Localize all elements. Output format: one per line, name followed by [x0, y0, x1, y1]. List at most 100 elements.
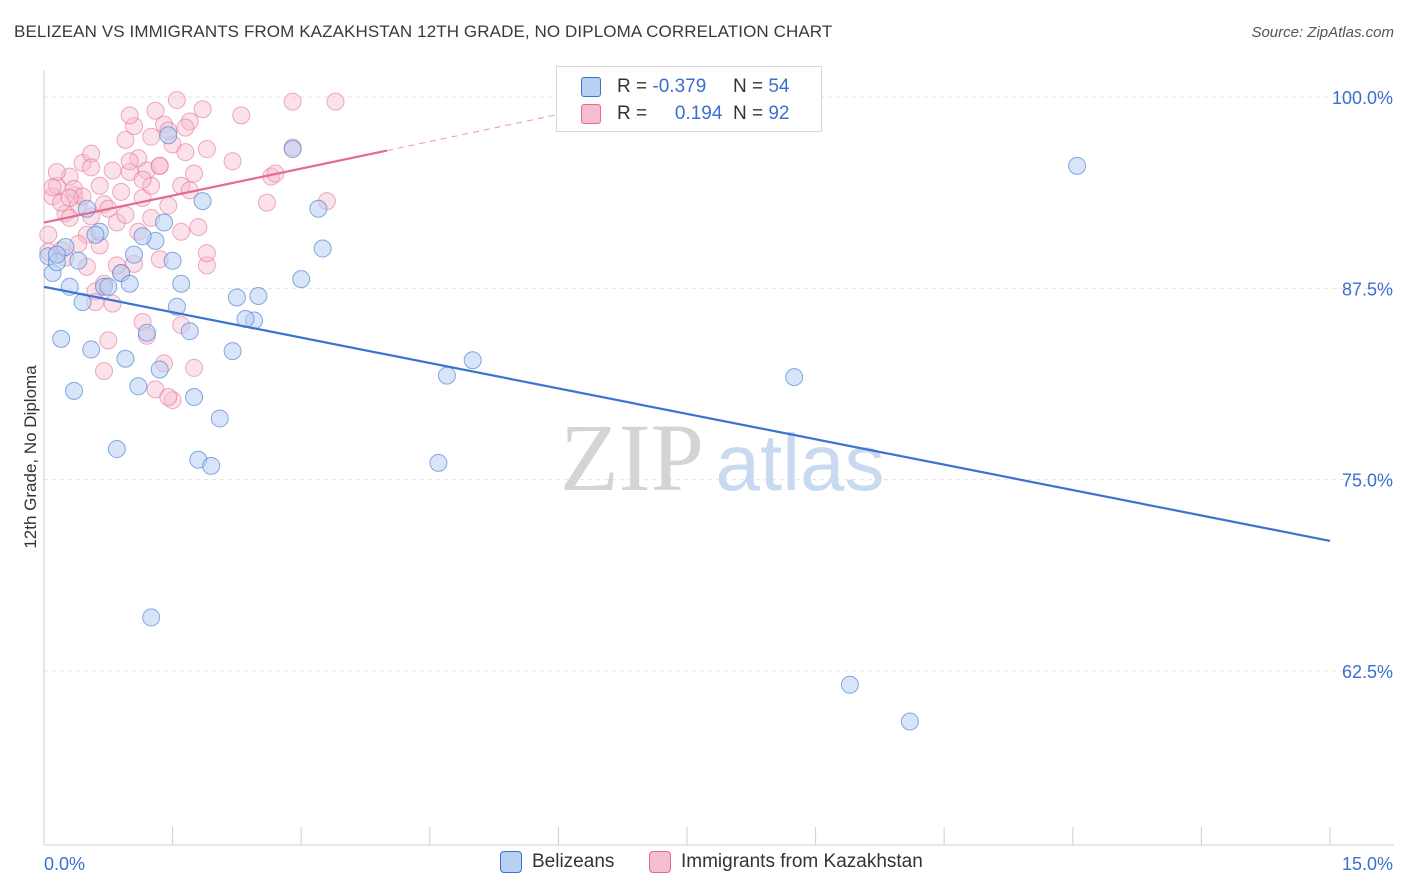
- point-kazakhstan: [99, 331, 118, 350]
- point-belizeans: [116, 349, 135, 368]
- point-kazakhstan: [60, 189, 79, 208]
- point-belizeans: [900, 712, 919, 731]
- legend-item-belizeans: Belizeans: [500, 851, 614, 873]
- point-belizeans: [99, 277, 118, 296]
- legend-swatch-belizeans: [581, 77, 601, 97]
- point-belizeans: [223, 342, 242, 361]
- point-belizeans: [202, 456, 221, 475]
- legend-n-kazakhstan: 92: [768, 103, 790, 124]
- point-kazakhstan: [103, 161, 122, 180]
- point-kazakhstan: [197, 140, 216, 159]
- point-kazakhstan: [189, 218, 208, 237]
- point-belizeans: [47, 245, 66, 264]
- point-belizeans: [180, 322, 199, 341]
- legend-r-label: R =: [617, 103, 648, 124]
- legend-n-label: N =: [732, 76, 764, 97]
- x-tick-label-max: 15.0%: [1342, 854, 1393, 874]
- point-kazakhstan: [232, 106, 251, 125]
- point-kazakhstan: [197, 244, 216, 263]
- point-kazakhstan: [116, 130, 135, 149]
- trend-line-kazakhstan: [43, 149, 388, 224]
- point-belizeans: [133, 227, 152, 246]
- legend-r-label: R =: [617, 76, 648, 97]
- point-kazakhstan: [82, 144, 101, 163]
- point-kazakhstan: [125, 117, 144, 136]
- point-kazakhstan: [176, 143, 195, 162]
- trend-line-kazakhstan-extension: [386, 110, 576, 152]
- point-belizeans: [785, 368, 804, 387]
- point-belizeans: [150, 360, 169, 379]
- point-kazakhstan: [185, 358, 204, 377]
- y-tick-label: 62.5%: [1342, 662, 1393, 682]
- legend-swatch-kazakhstan: [581, 104, 601, 124]
- point-belizeans: [159, 126, 178, 145]
- point-belizeans: [107, 440, 126, 459]
- trend-line-belizeans: [43, 285, 1331, 542]
- point-kazakhstan: [103, 294, 122, 313]
- point-belizeans: [283, 140, 302, 159]
- y-axis-label: 12th Grade, No Diploma: [21, 365, 40, 549]
- x-tick-labels: 0.0% 15.0%: [44, 854, 1393, 874]
- legend-r-kazakhstan: 0.194: [674, 103, 723, 124]
- legend-row-kazakhstan: R = 0.194 N = 92: [581, 101, 789, 127]
- point-kazakhstan: [167, 91, 186, 110]
- point-kazakhstan: [133, 170, 152, 189]
- point-kazakhstan: [52, 193, 71, 212]
- point-belizeans: [52, 329, 71, 348]
- point-belizeans: [249, 286, 268, 305]
- point-kazakhstan: [193, 100, 212, 119]
- legend-item-kazakhstan: Immigrants from Kazakhstan: [649, 851, 923, 873]
- point-kazakhstan: [90, 176, 109, 195]
- point-belizeans: [163, 251, 182, 270]
- point-belizeans: [185, 388, 204, 407]
- point-belizeans: [120, 274, 139, 293]
- point-kazakhstan: [142, 127, 161, 146]
- point-belizeans: [142, 608, 161, 627]
- point-belizeans: [193, 192, 212, 211]
- point-kazakhstan: [172, 222, 191, 241]
- legend-n-label: N =: [732, 103, 764, 124]
- point-kazakhstan: [326, 92, 345, 111]
- point-belizeans: [309, 199, 328, 218]
- point-kazakhstan: [112, 182, 131, 201]
- point-belizeans: [137, 323, 156, 342]
- point-belizeans: [82, 340, 101, 359]
- y-tick-label: 87.5%: [1342, 279, 1393, 299]
- point-belizeans: [463, 351, 482, 370]
- point-kazakhstan: [159, 196, 178, 215]
- point-belizeans: [172, 274, 191, 293]
- point-belizeans: [155, 213, 174, 232]
- point-kazakhstan: [39, 225, 58, 244]
- watermark-atlas: atlas: [716, 418, 885, 507]
- legend-row-belizeans: R = -0.379 N = 54: [581, 74, 789, 100]
- point-belizeans: [69, 251, 88, 270]
- point-belizeans: [313, 239, 332, 258]
- point-belizeans: [125, 245, 144, 264]
- x-tick-label-min: 0.0%: [44, 854, 85, 874]
- y-tick-label: 75.0%: [1342, 471, 1393, 491]
- point-kazakhstan: [185, 164, 204, 183]
- point-kazakhstan: [197, 256, 216, 275]
- point-kazakhstan: [223, 152, 242, 171]
- source-label: Source: ZipAtlas.com: [1251, 24, 1394, 41]
- point-belizeans: [129, 377, 148, 396]
- point-kazakhstan: [47, 163, 66, 182]
- point-kazakhstan: [283, 92, 302, 111]
- point-belizeans: [437, 366, 456, 385]
- legend-label-belizeans: Belizeans: [532, 851, 615, 872]
- legend-label-kazakhstan: Immigrants from Kazakhstan: [681, 851, 923, 872]
- point-belizeans: [86, 225, 105, 244]
- legend-swatch-belizeans: [500, 851, 522, 873]
- point-kazakhstan: [159, 388, 178, 407]
- point-belizeans: [1068, 156, 1087, 175]
- point-kazakhstan: [146, 101, 165, 120]
- y-tick-labels: 100.0% 87.5% 75.0% 62.5%: [1332, 88, 1393, 682]
- series-kazakhstan-points: [39, 91, 345, 410]
- chart-title: BELIZEAN VS IMMIGRANTS FROM KAZAKHSTAN 1…: [14, 22, 833, 41]
- point-belizeans: [292, 270, 311, 289]
- y-tick-label: 100.0%: [1332, 88, 1393, 108]
- point-kazakhstan: [150, 156, 169, 175]
- point-kazakhstan: [176, 118, 195, 137]
- gridlines: [44, 96, 1394, 672]
